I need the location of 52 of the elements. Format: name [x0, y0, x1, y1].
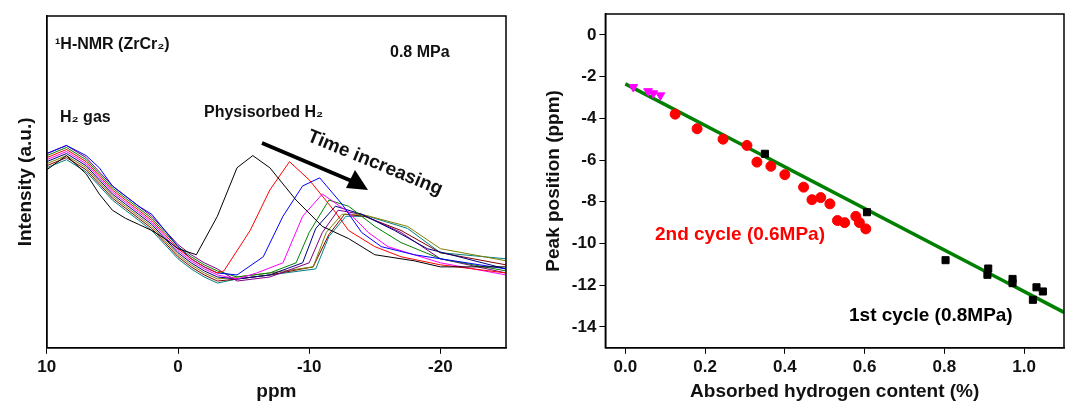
point	[655, 92, 666, 101]
x-tick-label: 0.0	[613, 356, 638, 376]
point	[765, 160, 777, 172]
y-tick-label: -10	[571, 233, 597, 253]
point	[628, 84, 639, 93]
x-tick-label: 0.6	[852, 356, 877, 376]
point	[1038, 287, 1047, 296]
x-tick-label: -10	[296, 356, 322, 376]
text: Physisorbed H₂	[204, 103, 324, 121]
x-tick-label: 0	[173, 356, 183, 376]
point	[741, 139, 753, 151]
x-tick-label: 0.8	[932, 356, 957, 376]
series-label: 2nd cycle (0.6MPa)	[655, 223, 826, 245]
text: ¹H-NMR (ZrCr₂)	[55, 35, 170, 53]
y-axis-title: Intensity (a.u.)	[13, 117, 35, 247]
point	[824, 198, 836, 210]
point	[862, 208, 872, 217]
x-tick-label: 10	[37, 356, 57, 376]
point	[1008, 279, 1017, 288]
point	[691, 123, 703, 135]
point	[815, 192, 827, 204]
y-tick-label: -8	[581, 191, 597, 211]
point	[806, 194, 818, 206]
y-axis-title: Peak position (ppm)	[541, 90, 563, 272]
x-axis-title: ppm	[256, 379, 297, 401]
point	[760, 149, 769, 158]
x-axis-title: Absorbed hydrogen content (%)	[690, 379, 980, 401]
x-tick-label: 0.2	[693, 356, 717, 376]
text: H₂ gas	[60, 108, 111, 126]
point	[941, 256, 950, 265]
point	[798, 181, 810, 193]
x-tick-label: 1.0	[1012, 356, 1036, 376]
y-tick-label: -4	[581, 108, 597, 127]
point	[1028, 295, 1037, 304]
point	[669, 108, 681, 120]
point	[839, 217, 851, 229]
series-label: 1st cycle (0.8MPa)	[849, 304, 1013, 326]
point	[853, 217, 865, 229]
x-tick-label: 0.4	[773, 356, 798, 376]
y-tick-label: -12	[571, 274, 597, 294]
point	[860, 223, 872, 235]
text: 0.8 MPa	[390, 43, 450, 61]
y-tick-label: -14	[571, 316, 597, 336]
y-tick-label: -6	[581, 149, 597, 169]
point	[779, 169, 791, 181]
y-tick-label: -2	[581, 66, 597, 86]
point	[717, 133, 729, 145]
x-tick-label: -20	[428, 356, 453, 376]
point	[751, 156, 763, 168]
y-tick-label: 0	[586, 24, 597, 44]
point	[983, 270, 992, 279]
point	[1032, 283, 1041, 292]
